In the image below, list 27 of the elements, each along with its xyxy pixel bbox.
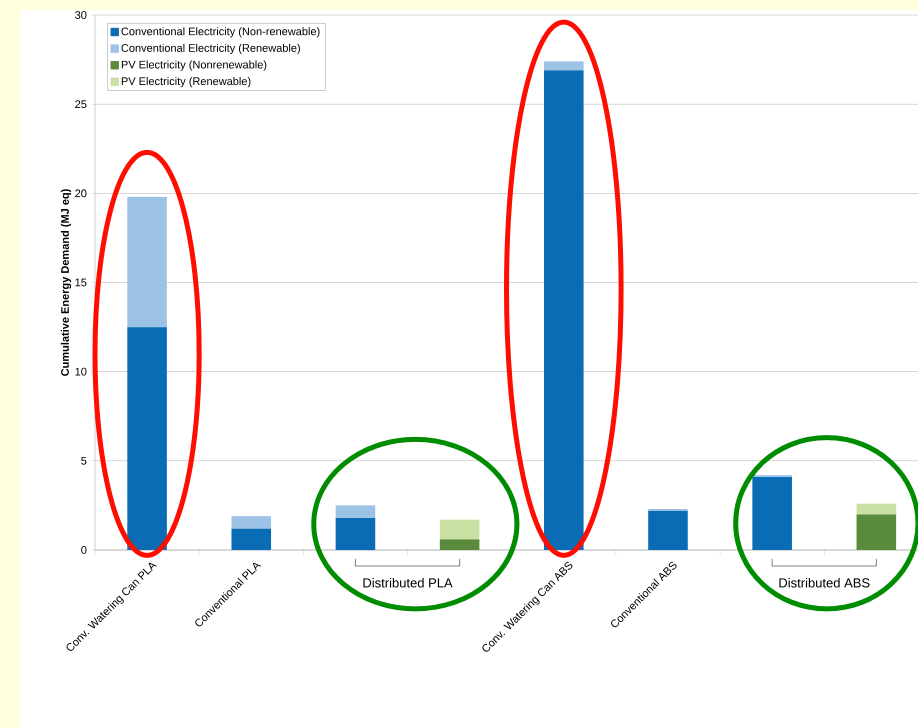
y-tick-label: 10 bbox=[75, 368, 86, 376]
text: Distributed PLA bbox=[363, 578, 453, 588]
bar bbox=[127, 327, 167, 550]
y-tick-label: 15 bbox=[75, 278, 86, 286]
legend-label: Conventional Electricity (Non-renewable) bbox=[121, 27, 320, 38]
y-tick-label: 30 bbox=[75, 11, 86, 19]
y-tick-label: 0 bbox=[81, 546, 86, 554]
bar bbox=[336, 505, 376, 518]
bar bbox=[440, 539, 480, 550]
y-axis-title: Cumulative Energy Demand (MJ eq) bbox=[60, 189, 72, 376]
text: Distributed ABS bbox=[779, 578, 870, 588]
bar bbox=[856, 514, 896, 550]
bar bbox=[336, 518, 376, 550]
bar bbox=[752, 476, 792, 550]
y-tick-label: 25 bbox=[75, 100, 86, 108]
bar bbox=[231, 516, 272, 529]
bar bbox=[544, 61, 584, 70]
bar bbox=[231, 528, 272, 550]
legend-label: PV Electricity (Nonrenewable) bbox=[122, 60, 266, 71]
bar bbox=[648, 510, 688, 550]
bar bbox=[127, 196, 167, 328]
y-tick-label: 20 bbox=[75, 189, 86, 198]
bar bbox=[440, 520, 480, 540]
y-tick-label: 5 bbox=[81, 457, 86, 465]
bar bbox=[856, 504, 896, 514]
legend-label: Conventional Electricity (Renewable) bbox=[121, 44, 300, 54]
legend-label: PV Electricity (Renewable) bbox=[122, 77, 250, 88]
